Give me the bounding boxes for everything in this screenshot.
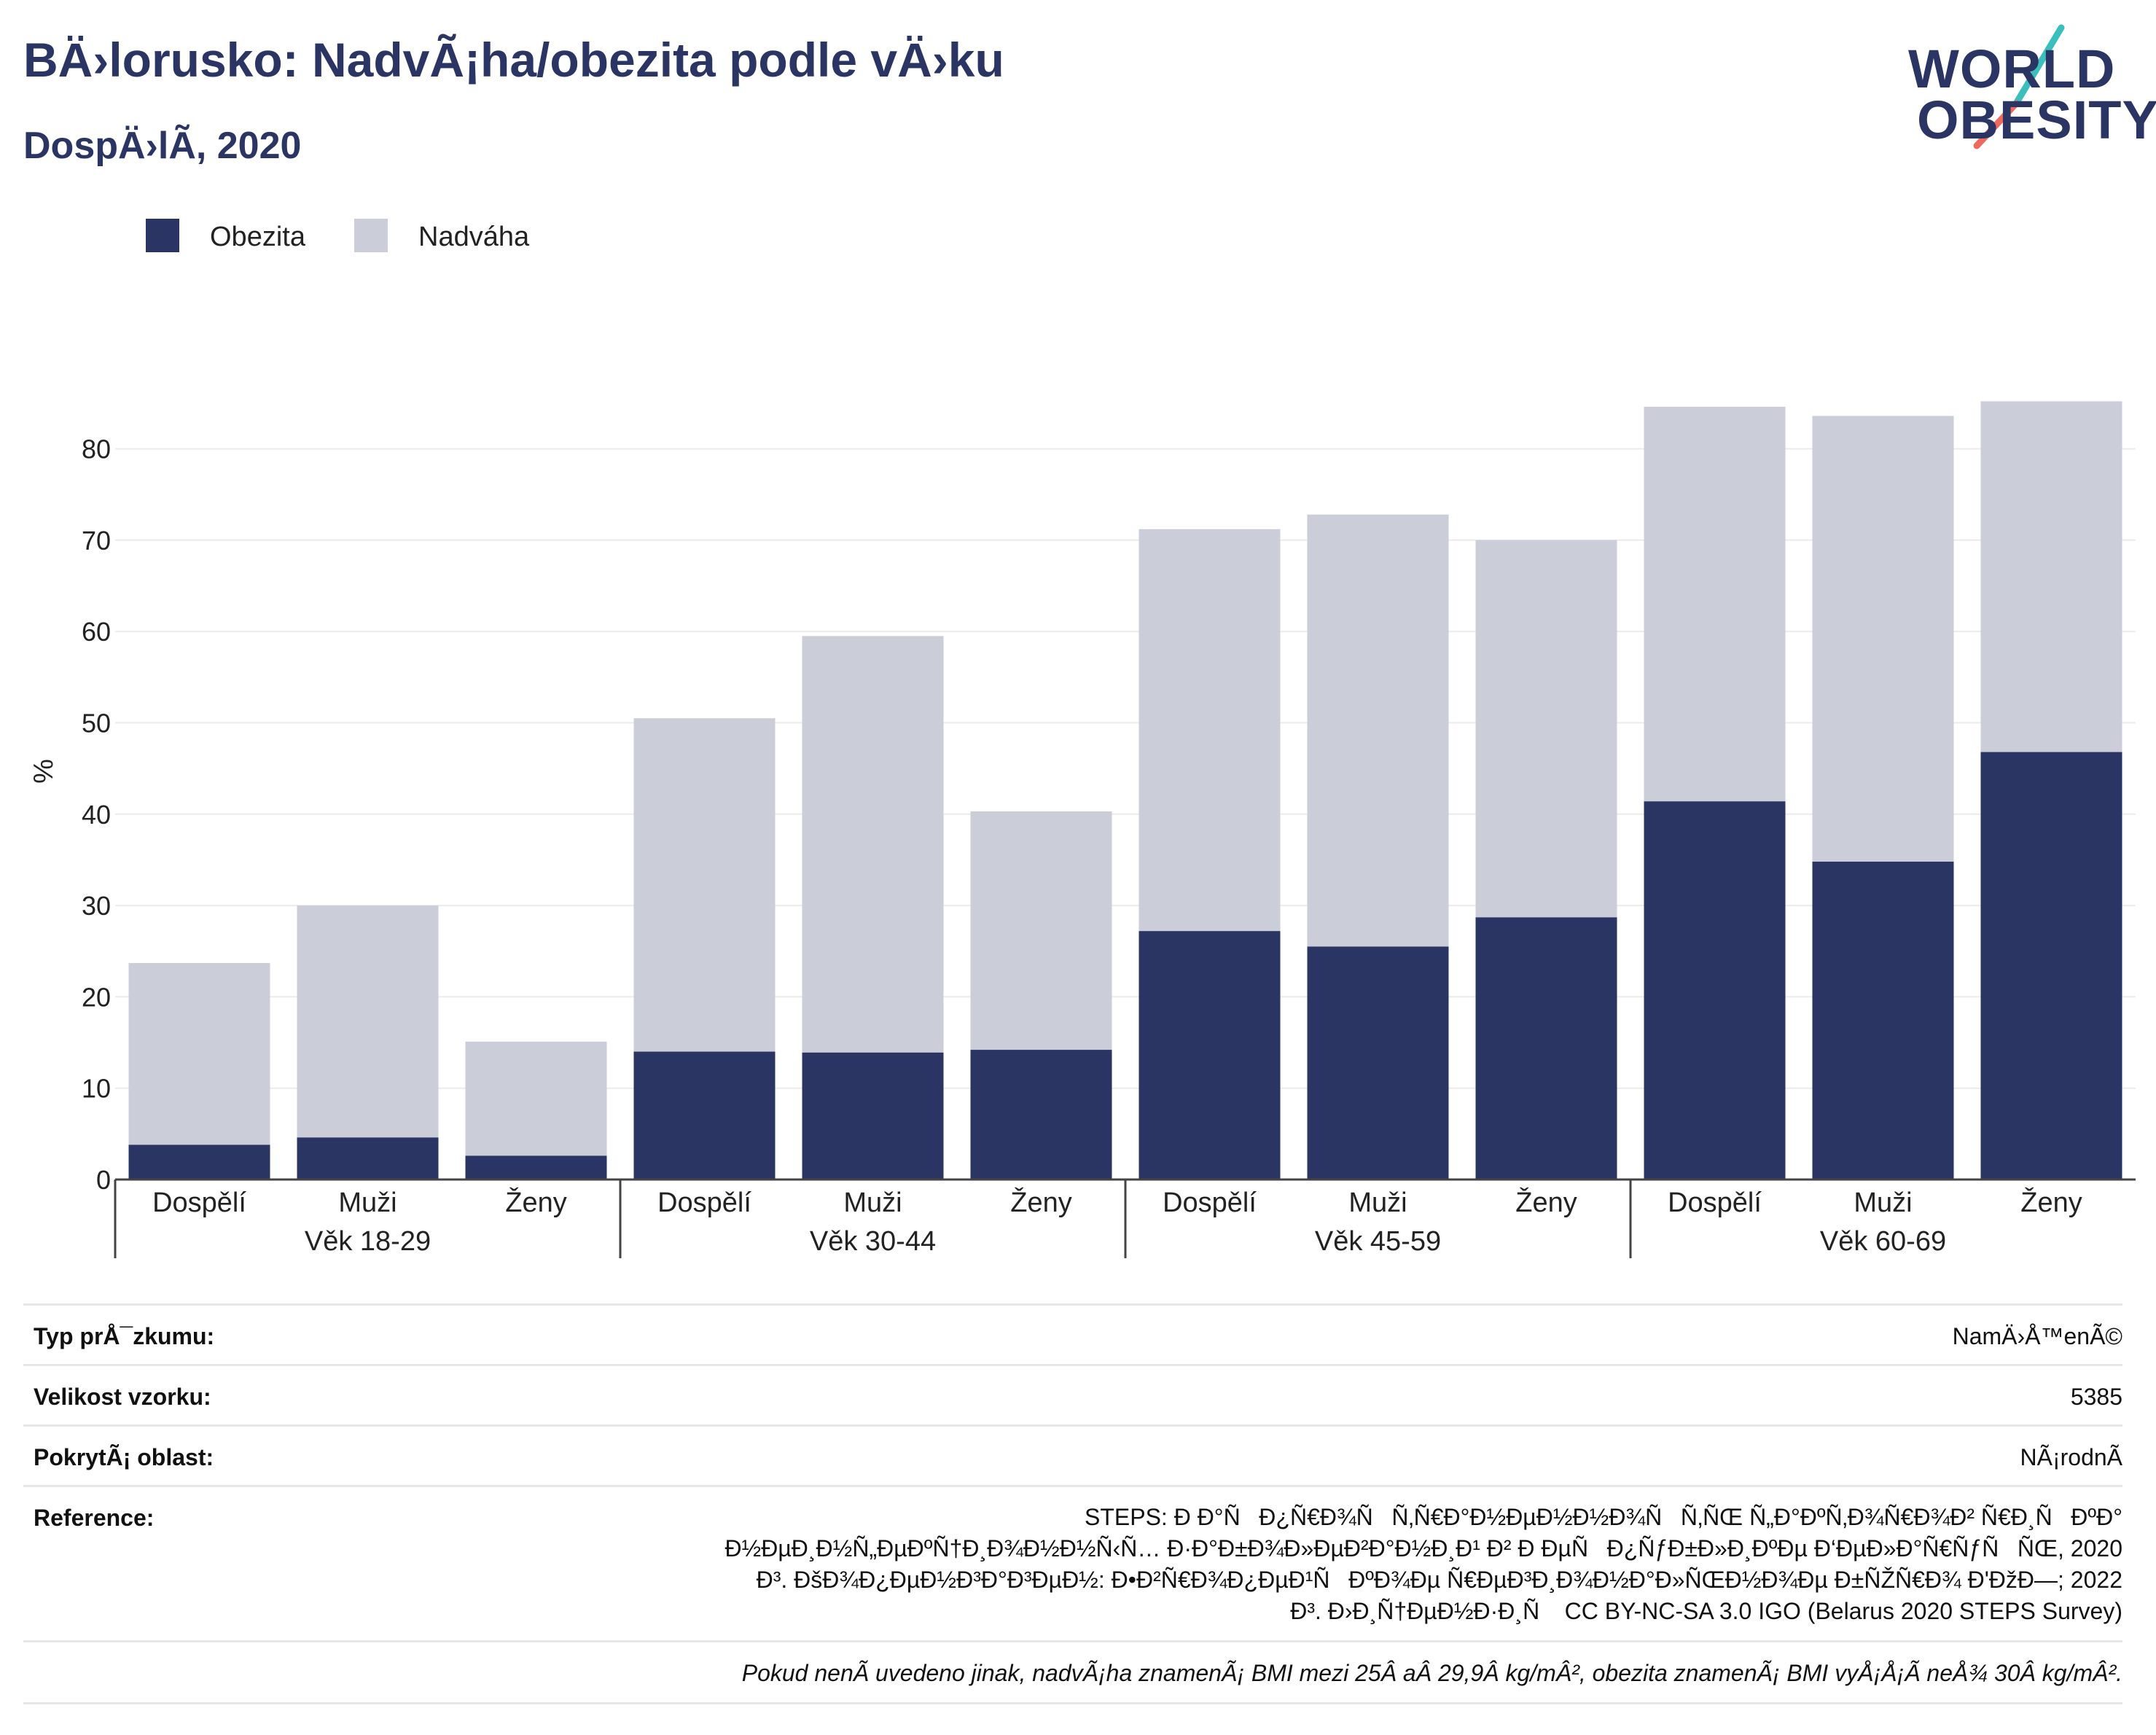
y-tick-label: 0 xyxy=(96,1165,111,1195)
bar-obesity xyxy=(1644,801,1786,1180)
x-category-label: Muži xyxy=(338,1188,397,1218)
bar-obesity xyxy=(128,1145,270,1180)
bar-overweight xyxy=(802,636,944,1053)
legend-label-obesity: Obezita xyxy=(210,222,305,252)
bar-overweight xyxy=(1644,406,1786,802)
legend-swatch-overweight xyxy=(354,219,388,252)
bar-obesity xyxy=(970,1050,1112,1180)
bar-obesity xyxy=(1812,861,1954,1180)
bar-overweight xyxy=(1138,529,1281,932)
x-category-label: Ženy xyxy=(1010,1187,1071,1218)
y-tick-label: 40 xyxy=(82,800,111,830)
y-axis-label: % xyxy=(28,759,59,784)
stacked-bar-chart: 0 10 20 30 40 50 60 70 80% Dospělí Muži Ženy Věk 18-… xyxy=(28,401,2136,1258)
reference-line: Ð³. Ð›Ð¸Ñ†ÐµÐ½Ð·Ð¸Ñ CC BY-NC-SA 3.0 IGO… xyxy=(1290,1598,2122,1624)
x-category-label: Ženy xyxy=(505,1187,566,1218)
bar-overweight xyxy=(297,905,439,1138)
y-tick-label: 60 xyxy=(82,617,111,647)
coverage-label: PokrytÃ¡ oblast: xyxy=(34,1444,214,1470)
y-tick-label: 30 xyxy=(82,891,111,921)
reference-row: Reference: STEPS: Ð Ð°ÑÐ¿Ñ€Ð¾ÑÑ‚Ñ€Ð°Ð½… xyxy=(23,1485,2122,1640)
y-tick-label: 20 xyxy=(82,982,111,1012)
logo-line-1: WORLD xyxy=(1908,39,2116,99)
bar-overweight xyxy=(1812,416,1954,862)
reference-value: STEPS: Ð Ð°ÑÐ¿Ñ€Ð¾ÑÑ‚Ñ€Ð°Ð½ÐµÐ½Ð½Ð¾ÑÑ… xyxy=(724,1502,2122,1627)
y-tick-label: 80 xyxy=(82,434,111,464)
coverage-row: PokrytÃ¡ oblast: NÃ¡rodnÃ xyxy=(23,1424,2122,1485)
y-tick-label: 10 xyxy=(82,1074,111,1104)
bar-obesity xyxy=(633,1051,776,1180)
x-category-label: Muži xyxy=(843,1188,902,1218)
legend-swatch-obesity xyxy=(146,219,179,252)
survey-type-value: NamÄ›Å™enÃ© xyxy=(1952,1323,2122,1349)
reference-line: STEPS: Ð Ð°ÑÐ¿Ñ€Ð¾ÑÑ‚Ñ€Ð°Ð½ÐµÐ½Ð½Ð¾ÑÑ… xyxy=(1084,1504,2122,1530)
sample-size-label: Velikost vzorku: xyxy=(34,1384,211,1410)
footnote-row: Pokud nenÃ uvedeno jinak, nadvÃ¡ha zname… xyxy=(23,1640,2122,1704)
bar-overweight xyxy=(1475,539,1617,918)
y-tick-label: 50 xyxy=(82,709,111,738)
x-group-label: Věk 30-44 xyxy=(810,1226,936,1257)
y-tick-label: 70 xyxy=(82,526,111,555)
x-category-label: Dospělí xyxy=(1163,1188,1257,1218)
x-category-label: Muži xyxy=(1854,1188,1912,1218)
x-category-label: Ženy xyxy=(2020,1187,2082,1218)
bar-overweight xyxy=(970,811,1112,1050)
chart-subtitle: DospÄ›lÃ, 2020 xyxy=(23,125,302,167)
bar-obesity xyxy=(297,1137,439,1180)
footnote: Pokud nenÃ uvedeno jinak, nadvÃ¡ha zname… xyxy=(741,1660,2122,1686)
bar-overweight xyxy=(1307,514,1449,947)
world-obesity-logo: WORLD OBESITY xyxy=(1895,22,2156,153)
x-category-label: Ženy xyxy=(1515,1187,1577,1218)
survey-type-row: Typ prÅ¯zkumu: NamÄ›Å™enÃ© xyxy=(23,1303,2122,1364)
x-category-label: Muži xyxy=(1348,1188,1407,1218)
legend-label-overweight: Nadváha xyxy=(418,222,530,252)
x-group-label: Věk 60-69 xyxy=(1820,1226,1946,1257)
x-category-label: Dospělí xyxy=(1668,1188,1762,1218)
bar-overweight xyxy=(465,1041,607,1156)
bar-obesity xyxy=(1138,931,1281,1180)
coverage-value: NÃ¡rodnÃ xyxy=(2020,1444,2123,1470)
x-group-label: Věk 45-59 xyxy=(1315,1226,1441,1257)
bar-overweight xyxy=(128,963,270,1145)
x-category-label: Dospělí xyxy=(152,1188,246,1218)
bar-obesity xyxy=(465,1155,607,1180)
bar-overweight xyxy=(633,718,776,1052)
x-category-label: Dospělí xyxy=(657,1188,751,1218)
sample-size-value: 5385 xyxy=(2070,1384,2122,1410)
bar-obesity xyxy=(1475,917,1617,1180)
chart-title: BÄ›lorusko: NadvÃ¡ha/obezita podle vÄ›ku xyxy=(23,33,1004,87)
bar-overweight xyxy=(1980,401,2122,752)
reference-line: Ð½ÐµÐ¸Ð½Ñ„ÐµÐºÑ†Ð¸Ð¾Ð½Ð½Ñ‹Ñ… Ð·Ð°Ð±Ð¾Ð»Ð… xyxy=(724,1535,2122,1562)
reference-label: Reference: xyxy=(34,1505,155,1531)
x-group-label: Věk 18-29 xyxy=(305,1226,431,1257)
sample-size-row: Velikost vzorku: 5385 xyxy=(23,1364,2122,1424)
logo-line-2: OBESITY xyxy=(1917,90,2156,150)
survey-type-label: Typ prÅ¯zkumu: xyxy=(34,1323,215,1349)
survey-info-table: Typ prÅ¯zkumu: NamÄ›Å™enÃ© Velikost vzor… xyxy=(23,1303,2122,1704)
logo-slash-icon xyxy=(1973,24,2065,149)
bar-obesity xyxy=(802,1052,944,1180)
reference-line: Ð³. ÐšÐ¾Ð¿ÐµÐ½Ð³Ð°Ð³ÐµÐ½: Ð•Ð²Ñ€Ð¾Ð¿ÐµÐ¹… xyxy=(756,1567,2122,1593)
bar-obesity xyxy=(1307,946,1449,1180)
bar-obesity xyxy=(1980,752,2122,1180)
